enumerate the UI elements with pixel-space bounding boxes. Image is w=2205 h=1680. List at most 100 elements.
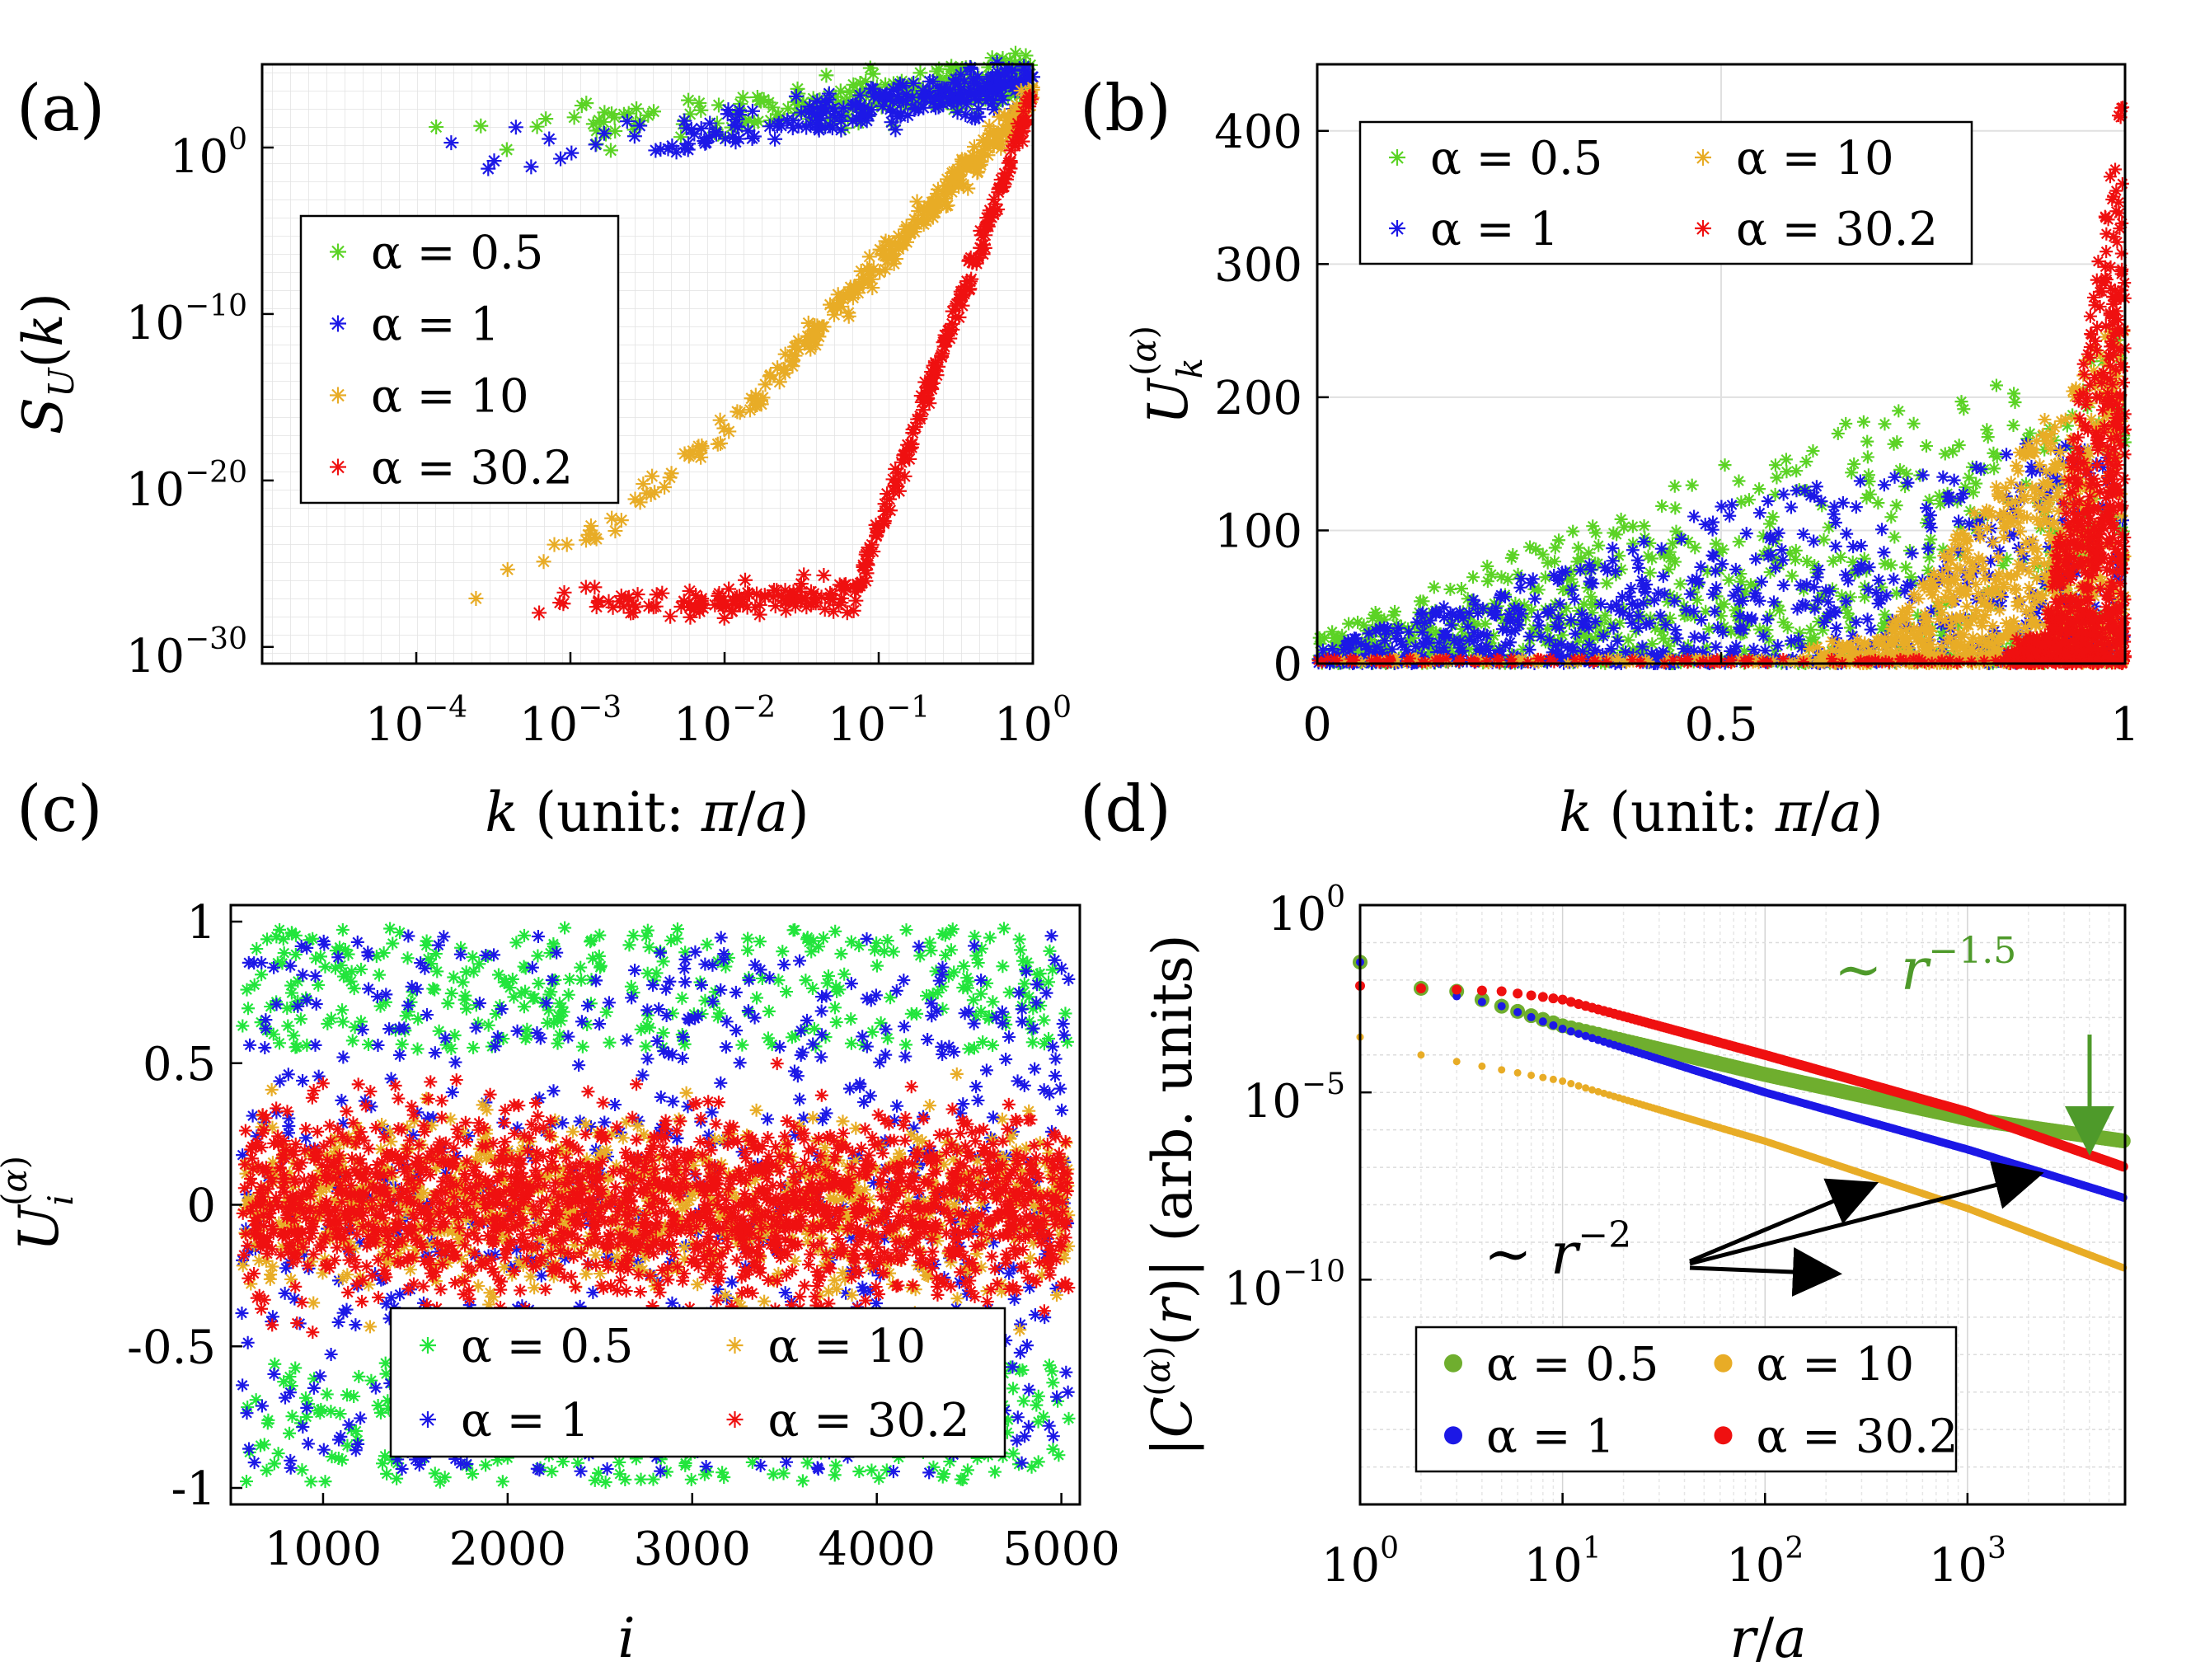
point-b bbox=[2113, 222, 2127, 236]
point-a bbox=[597, 105, 612, 120]
point-c bbox=[467, 1040, 481, 1054]
point-b bbox=[2020, 510, 2034, 524]
point-b bbox=[1525, 603, 1539, 617]
point-a bbox=[964, 61, 979, 77]
point-b bbox=[2096, 366, 2110, 380]
point-a bbox=[588, 137, 603, 153]
point-c bbox=[517, 928, 531, 942]
point-c bbox=[1025, 1460, 1039, 1474]
point-c bbox=[974, 1004, 988, 1018]
point-b bbox=[2084, 512, 2098, 526]
point-b bbox=[1447, 634, 1461, 648]
point-b bbox=[1989, 378, 2003, 392]
point-b bbox=[1710, 589, 1724, 603]
point-c bbox=[795, 1474, 809, 1488]
point-b bbox=[2108, 411, 2122, 425]
point-b bbox=[1390, 631, 1404, 645]
point-b bbox=[1702, 622, 1716, 636]
point-b bbox=[1547, 569, 1561, 583]
point-c bbox=[333, 1407, 347, 1421]
point-b bbox=[2061, 645, 2075, 659]
point-c bbox=[545, 1465, 559, 1479]
point-b bbox=[1943, 631, 1957, 645]
point-b bbox=[1828, 515, 1842, 529]
point-b bbox=[1938, 614, 1952, 628]
point-a bbox=[888, 122, 903, 138]
point-b bbox=[1992, 645, 2006, 659]
point-c bbox=[289, 947, 303, 961]
point-c bbox=[960, 971, 974, 985]
point-a bbox=[925, 73, 941, 89]
point-c bbox=[377, 946, 391, 960]
point-a bbox=[939, 183, 955, 199]
point-b bbox=[2104, 483, 2118, 497]
point-b bbox=[2070, 615, 2084, 629]
point-b bbox=[2052, 552, 2066, 566]
point-a bbox=[739, 599, 755, 615]
point-b bbox=[1697, 655, 1710, 668]
legend-marker-a bbox=[330, 387, 346, 404]
point-a bbox=[945, 303, 960, 319]
point-b bbox=[1939, 590, 1953, 604]
point-b bbox=[2099, 475, 2113, 489]
point-b bbox=[1894, 613, 1908, 627]
point-b bbox=[1852, 645, 1866, 659]
point-b bbox=[1895, 625, 1909, 639]
point-b bbox=[1670, 655, 1682, 668]
point-a bbox=[966, 76, 982, 92]
point-a bbox=[619, 114, 635, 129]
point-b bbox=[2051, 590, 2065, 604]
point-b bbox=[1731, 583, 1745, 597]
point-b bbox=[2038, 568, 2053, 582]
point-b bbox=[1757, 529, 1771, 543]
point-b bbox=[1503, 636, 1517, 650]
point-c bbox=[430, 964, 444, 978]
point-c bbox=[656, 1040, 670, 1054]
point-a bbox=[885, 82, 901, 97]
point-b bbox=[2062, 649, 2076, 663]
point-b bbox=[1389, 617, 1403, 631]
point-b bbox=[2095, 642, 2109, 656]
point-b bbox=[2044, 436, 2058, 450]
point-b bbox=[1443, 606, 1457, 620]
point-b bbox=[2029, 434, 2043, 448]
point-b bbox=[1900, 648, 1914, 662]
point-b bbox=[2099, 600, 2114, 614]
point-b bbox=[1996, 521, 2010, 535]
point-c bbox=[364, 1373, 378, 1387]
point-b bbox=[1566, 643, 1580, 657]
point-a bbox=[796, 567, 812, 583]
point-a bbox=[999, 123, 1015, 138]
point-c bbox=[421, 952, 435, 966]
point-c bbox=[580, 1017, 594, 1031]
point-b bbox=[2088, 334, 2102, 348]
point-c bbox=[877, 945, 891, 959]
point-a bbox=[800, 315, 816, 331]
panel-label-a: (a) bbox=[16, 72, 105, 146]
point-a bbox=[749, 586, 765, 602]
point-a bbox=[767, 598, 783, 614]
point-b bbox=[1736, 594, 1750, 608]
point-c bbox=[678, 1458, 692, 1472]
point-b bbox=[1758, 644, 1772, 658]
point-c bbox=[340, 1438, 354, 1452]
point-b bbox=[1722, 655, 1734, 668]
point-b bbox=[1984, 587, 1998, 601]
point-b bbox=[1505, 653, 1518, 665]
point-b bbox=[2090, 549, 2104, 563]
point-b bbox=[2101, 454, 2115, 468]
point-b bbox=[1363, 633, 1377, 647]
point-a bbox=[770, 360, 786, 376]
point-b bbox=[1481, 644, 1495, 657]
point-b bbox=[1806, 443, 1820, 458]
points-a bbox=[429, 45, 1040, 626]
point-b bbox=[1971, 522, 1985, 536]
point-b bbox=[1362, 642, 1376, 656]
point-b bbox=[2057, 496, 2071, 510]
point-c bbox=[985, 1009, 999, 1023]
point-b bbox=[2060, 419, 2074, 433]
point-b bbox=[1688, 610, 1702, 624]
point-c bbox=[828, 1001, 842, 1015]
point-b bbox=[1901, 631, 1915, 645]
point-b bbox=[1487, 608, 1501, 622]
